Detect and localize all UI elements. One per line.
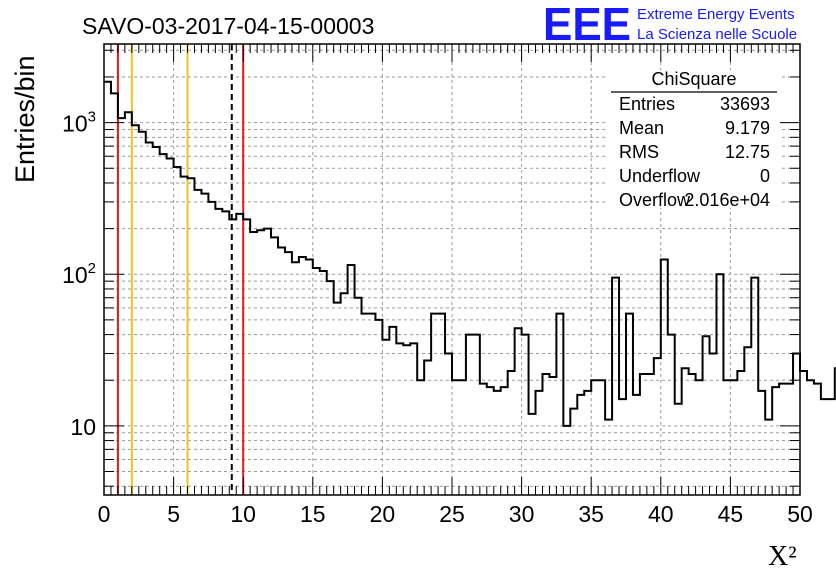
x-tick-label: 5 <box>167 501 180 527</box>
y-tick-label: 103 <box>62 109 96 137</box>
x-tick-label: 0 <box>98 501 111 527</box>
x-tick-label: 40 <box>648 501 674 527</box>
x-tick-label: 25 <box>439 501 465 527</box>
stats-value: 0 <box>760 166 770 186</box>
stats-box: ChiSquare Entries 33693 Mean 9.179 RMS 12.75 Un… <box>608 69 780 210</box>
x-tick-label: 20 <box>370 501 396 527</box>
x-tick-label: 10 <box>230 501 256 527</box>
stats-value: 33693 <box>720 94 770 114</box>
stats-label: Mean <box>619 118 664 138</box>
logo-line-1: Extreme Energy Events <box>637 6 795 23</box>
chart-title: SAVO-03-2017-04-15-00003 <box>82 13 374 39</box>
stats-label: Entries <box>619 94 675 114</box>
x-tick-label: 50 <box>787 501 813 527</box>
y-tick-label: 102 <box>62 260 96 288</box>
x-tick-label: 15 <box>300 501 326 527</box>
x-axis-label: X² <box>768 541 797 572</box>
stats-value: 2.016e+04 <box>684 190 770 210</box>
stats-box-background <box>608 70 780 208</box>
logo-mark: EEE <box>543 0 631 50</box>
histogram-line <box>104 80 836 427</box>
y-tick-label: 10 <box>70 414 96 440</box>
y-axis-label: Entries/bin <box>10 55 40 183</box>
stats-value: 9.179 <box>725 118 770 138</box>
axis-ticks <box>103 44 801 495</box>
logo-line-2: La Scienza nelle Scuole <box>637 26 797 43</box>
x-tick-label: 35 <box>578 501 604 527</box>
stats-title: ChiSquare <box>651 69 736 89</box>
eee-logo: EEE Extreme Energy Events La Scienza nel… <box>543 0 797 50</box>
grid-lines <box>104 44 800 495</box>
stats-value: 12.75 <box>725 142 770 162</box>
stats-label: Overflow <box>619 190 691 210</box>
stats-label: RMS <box>619 142 659 162</box>
stats-label: Underflow <box>619 166 701 186</box>
axis-labels: 0 5 10 15 20 25 30 35 40 45 50 10 102 103 <box>62 109 813 527</box>
x-tick-label: 30 <box>509 501 535 527</box>
x-tick-label: 45 <box>718 501 744 527</box>
